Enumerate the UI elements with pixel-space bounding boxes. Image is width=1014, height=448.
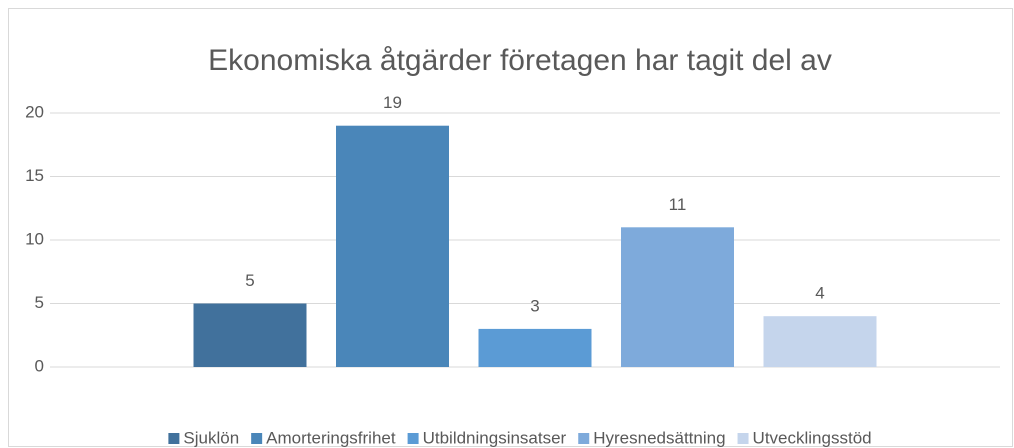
bar xyxy=(193,303,307,367)
y-tick-label: 5 xyxy=(35,293,44,312)
chart-title: Ekonomiska åtgärder företagen har tagit … xyxy=(208,44,832,77)
data-label: 4 xyxy=(815,284,824,303)
legend-swatch xyxy=(251,433,263,444)
bar xyxy=(336,125,449,367)
legend-label: Amorteringsfrihet xyxy=(266,428,396,447)
legend-label: Sjuklön xyxy=(183,428,239,447)
legend-swatch xyxy=(578,433,590,444)
legend-swatch xyxy=(737,433,749,444)
legend-swatch xyxy=(168,433,180,444)
legend-label: Utbildningsinsatser xyxy=(423,428,567,447)
data-label: 3 xyxy=(530,296,539,315)
legend-label: Hyresnedsättning xyxy=(593,428,725,447)
y-tick-label: 0 xyxy=(35,356,44,375)
y-tick-label: 20 xyxy=(25,102,44,121)
data-label: 19 xyxy=(383,93,402,112)
y-tick-label: 15 xyxy=(25,166,44,185)
legend-label: Utvecklingsstöd xyxy=(753,428,872,447)
data-label: 11 xyxy=(669,195,687,214)
y-tick-label: 10 xyxy=(25,229,44,248)
chart-frame xyxy=(8,8,1013,447)
data-label: 5 xyxy=(245,271,254,290)
legend-swatch xyxy=(407,433,419,444)
bar xyxy=(621,227,734,367)
bar xyxy=(763,316,877,367)
bar xyxy=(478,328,592,367)
